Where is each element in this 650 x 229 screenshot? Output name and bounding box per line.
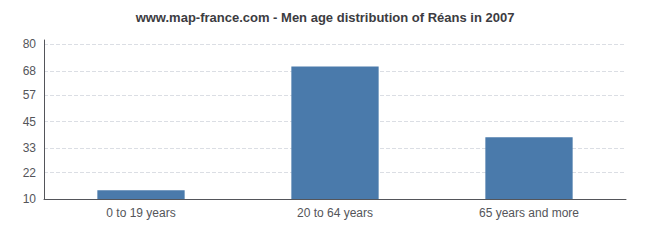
svg-text:20 to 64 years: 20 to 64 years <box>297 206 373 220</box>
svg-text:10: 10 <box>23 192 37 206</box>
svg-text:80: 80 <box>23 37 37 51</box>
svg-text:22: 22 <box>23 166 37 180</box>
svg-text:33: 33 <box>23 141 37 155</box>
svg-text:www.map-france.com - Men age d: www.map-france.com - Men age distributio… <box>135 10 515 25</box>
svg-text:68: 68 <box>23 64 37 78</box>
svg-text:45: 45 <box>23 115 37 129</box>
svg-text:65 years and more: 65 years and more <box>479 206 579 220</box>
svg-text:57: 57 <box>23 88 37 102</box>
svg-text:0 to 19 years: 0 to 19 years <box>106 206 175 220</box>
